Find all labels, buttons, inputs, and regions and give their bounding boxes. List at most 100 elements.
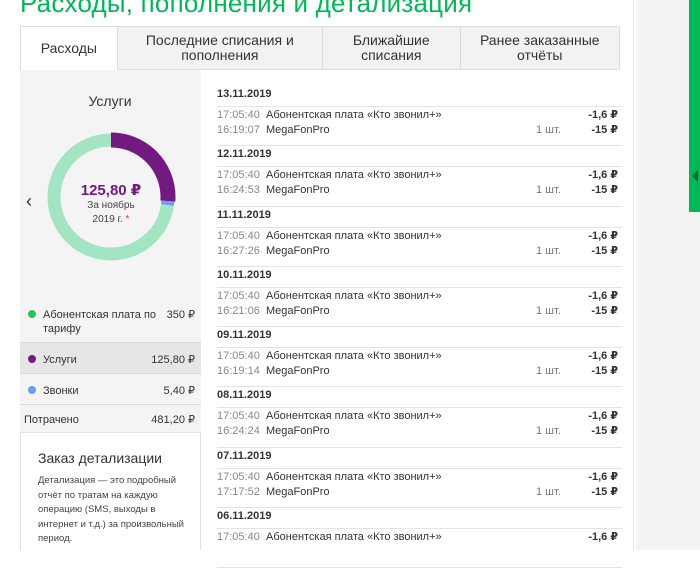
legend-dot xyxy=(28,310,36,318)
day-group: 13.11.2019 17:05:40 Абонентская плата «Кто… xyxy=(217,86,622,147)
expenses-legend: Абонентская плата по тарифу 350 ₽ Услуги… xyxy=(20,298,201,435)
tab-expenses[interactable]: Расходы xyxy=(21,27,117,70)
transaction-time: 16:24:53 xyxy=(217,184,260,197)
transaction-name: Абонентская плата «Кто звонил+» xyxy=(266,531,442,544)
transaction-row[interactable]: 17:05:40 Абонентская плата «Кто звонил+» -… xyxy=(217,166,622,182)
transaction-row[interactable]: 17:05:40 Абонентская плата «Кто звонил+» -… xyxy=(217,286,622,303)
transaction-amount: -1,6 ₽ xyxy=(588,410,618,423)
transaction-time: 16:19:07 xyxy=(217,124,260,136)
day-group: 10.11.2019 17:05:40 Абонентская плата «Кто… xyxy=(217,267,622,328)
transaction-name: MegaFonPro xyxy=(266,304,330,317)
chevron-left-icon[interactable]: ‹ xyxy=(26,191,32,211)
legend-label: Абонентская плата по тарифу xyxy=(43,309,157,335)
transaction-amount: -1,6 ₽ xyxy=(588,531,618,544)
transaction-time: 16:21:06 xyxy=(217,304,260,317)
transaction-name: MegaFonPro xyxy=(266,244,330,257)
transaction-quantity: 1 шт. xyxy=(536,425,561,438)
content-edge xyxy=(633,0,634,550)
day-date: 08.11.2019 xyxy=(217,389,272,402)
order-detail-card: Заказ детализации Детализация — это подр… xyxy=(20,432,201,550)
day-date: 06.11.2019 xyxy=(217,510,272,523)
transaction-amount: -15 ₽ xyxy=(591,425,618,438)
transaction-time: 16:27:26 xyxy=(217,244,260,257)
transaction-quantity: 1 шт. xyxy=(536,244,561,257)
day-date: 12.11.2019 xyxy=(217,148,272,161)
transaction-name: MegaFonPro xyxy=(266,184,330,197)
transaction-amount: -1,6 ₽ xyxy=(588,109,618,121)
legend-dot xyxy=(28,386,36,394)
transaction-amount: -1,6 ₽ xyxy=(588,229,618,242)
transaction-row[interactable]: 16:19:14 MegaFonPro 1 шт. -15 ₽ xyxy=(217,363,622,379)
transaction-name: Абонентская плата «Кто звонил+» xyxy=(266,169,442,182)
period-footnote-mark: * xyxy=(125,214,130,225)
legend-dot xyxy=(28,355,36,363)
side-panel-arrow-icon[interactable] xyxy=(692,170,698,182)
tabs-bar: Расходы Последние списания и пополнения … xyxy=(20,26,620,70)
day-group: 12.11.2019 17:05:40 Абонентская плата «Кто… xyxy=(217,146,622,207)
transaction-time: 17:05:40 xyxy=(217,229,260,242)
tab-upcoming-charges[interactable]: Ближайшие списания xyxy=(321,27,460,69)
legend-total: Потрачено 481,20 ₽ xyxy=(20,405,201,435)
transaction-name: Абонентская плата «Кто звонил+» xyxy=(266,229,442,242)
transaction-time: 17:05:40 xyxy=(217,410,260,423)
transaction-name: MegaFonPro xyxy=(266,485,330,498)
transaction-row[interactable]: 16:24:24 MegaFonPro 1 шт. -15 ₽ xyxy=(217,423,622,439)
transactions-list: 13.11.2019 17:05:40 Абонентская плата «Кто… xyxy=(217,86,622,568)
transaction-amount: -15 ₽ xyxy=(591,184,618,197)
side-panel-handle[interactable] xyxy=(689,0,700,212)
transaction-time: 16:19:14 xyxy=(217,365,260,378)
legend-value: 5,40 ₽ xyxy=(163,385,195,397)
transaction-row[interactable]: 16:27:26 MegaFonPro 1 шт. -15 ₽ xyxy=(217,243,622,259)
transaction-row[interactable]: 17:05:40 Абонентская плата «Кто звонил+» -… xyxy=(217,226,622,243)
transaction-name: Абонентская плата «Кто звонил+» xyxy=(266,350,442,363)
transaction-name: MegaFonPro xyxy=(266,124,330,136)
category-title: Услуги xyxy=(88,93,132,109)
order-detail-title: Заказ детализации xyxy=(38,450,162,466)
transaction-row[interactable]: 17:05:40 Абонентская плата «Кто звонил+» -… xyxy=(217,347,622,363)
legend-item-services[interactable]: Услуги 125,80 ₽ xyxy=(20,343,201,374)
total-value: 481,20 ₽ xyxy=(151,414,195,426)
transaction-name: MegaFonPro xyxy=(266,425,330,438)
transaction-name: Абонентская плата «Кто звонил+» xyxy=(266,289,442,302)
legend-value: 125,80 ₽ xyxy=(151,354,195,366)
day-date: 10.11.2019 xyxy=(217,268,272,281)
tab-ordered-reports[interactable]: Ранее заказанные отчёты xyxy=(459,27,619,69)
transaction-row[interactable]: 16:19:07 MegaFonPro 1 шт. -15 ₽ xyxy=(217,122,622,138)
day-date: 09.11.2019 xyxy=(217,329,272,342)
transaction-amount: -1,6 ₽ xyxy=(588,169,618,182)
period-year: 2019 г. xyxy=(92,214,123,225)
donut-segment-tariff xyxy=(47,133,175,261)
transaction-row[interactable]: 17:05:40 Абонентская плата «Кто звонил+» -… xyxy=(217,106,622,122)
total-label: Потрачено xyxy=(24,414,79,426)
day-group: 09.11.2019 17:05:40 Абонентская плата «Кто… xyxy=(217,327,622,388)
legend-item-calls[interactable]: Звонки 5,40 ₽ xyxy=(20,374,201,405)
transaction-row[interactable]: 17:17:52 MegaFonPro 1 шт. -15 ₽ xyxy=(217,484,622,500)
transaction-row[interactable]: 17:05:40 Абонентская плата «Кто звонил+» -… xyxy=(217,467,622,484)
transaction-time: 17:17:52 xyxy=(217,485,260,498)
donut-period: За ноябрь 2019 г. * xyxy=(46,199,176,227)
tab-recent-transactions[interactable]: Последние списания и пополнения xyxy=(116,27,322,69)
legend-value: 350 ₽ xyxy=(166,309,195,321)
transaction-amount: -15 ₽ xyxy=(591,485,618,498)
legend-item-tariff[interactable]: Абонентская плата по тарифу 350 ₽ xyxy=(20,298,201,343)
transaction-row[interactable]: 17:05:40 Абонентская плата «Кто звонил+» -… xyxy=(217,528,622,544)
legend-label: Звонки xyxy=(43,385,79,397)
day-group: 06.11.2019 17:05:40 Абонентская плата «Кто… xyxy=(217,508,622,568)
transaction-amount: -15 ₽ xyxy=(591,304,618,317)
expenses-donut-chart xyxy=(46,132,176,262)
order-detail-description: Детализация — это подробный отчёт по тра… xyxy=(38,475,184,544)
transaction-time: 17:05:40 xyxy=(217,169,260,182)
legend-label: Услуги xyxy=(43,354,77,366)
transaction-quantity: 1 шт. xyxy=(536,365,561,378)
transaction-row[interactable]: 16:21:06 MegaFonPro 1 шт. -15 ₽ xyxy=(217,303,622,319)
transaction-row[interactable]: 17:05:40 Абонентская плата «Кто звонил+» -… xyxy=(217,407,622,423)
day-group: 07.11.2019 17:05:40 Абонентская плата «Кто… xyxy=(217,448,622,509)
period-month: За ноябрь xyxy=(87,200,135,211)
transaction-amount: -1,6 ₽ xyxy=(588,289,618,302)
transaction-row[interactable]: 16:24:53 MegaFonPro 1 шт. -15 ₽ xyxy=(217,182,622,198)
transaction-amount: -15 ₽ xyxy=(591,244,618,257)
transaction-time: 17:05:40 xyxy=(217,531,260,544)
day-group: 08.11.2019 17:05:40 Абонентская плата «Кто… xyxy=(217,387,622,448)
transaction-name: Абонентская плата «Кто звонил+» xyxy=(266,410,442,423)
day-date: 07.11.2019 xyxy=(217,449,272,462)
